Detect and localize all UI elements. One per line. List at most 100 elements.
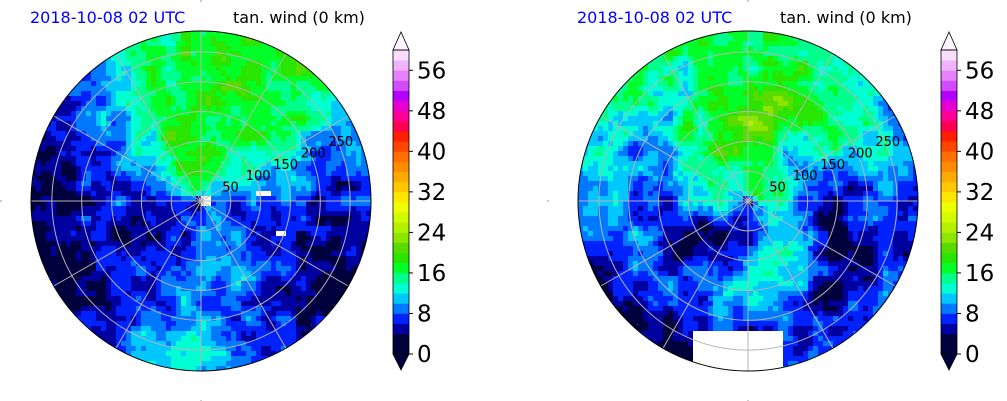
contour-cell bbox=[156, 301, 162, 307]
contour-cell bbox=[321, 246, 327, 252]
contour-cell bbox=[316, 86, 322, 92]
contour-cell bbox=[176, 241, 182, 247]
contour-cell bbox=[648, 136, 654, 142]
contour-cell bbox=[883, 131, 889, 137]
contour-cell bbox=[241, 191, 247, 197]
contour-cell bbox=[251, 51, 257, 57]
contour-cell bbox=[693, 131, 699, 137]
contour-cell bbox=[703, 86, 709, 92]
contour-cell bbox=[156, 221, 162, 227]
contour-cell bbox=[281, 141, 287, 147]
contour-cell bbox=[838, 51, 844, 57]
contour-cell bbox=[161, 131, 167, 137]
contour-cell bbox=[858, 76, 864, 82]
contour-cell bbox=[106, 51, 112, 57]
contour-cell bbox=[61, 246, 67, 252]
contour-cell bbox=[101, 96, 107, 102]
contour-cell bbox=[246, 131, 252, 137]
contour-cell bbox=[81, 211, 87, 217]
contour-cell bbox=[361, 166, 367, 172]
contour-cell bbox=[266, 176, 272, 182]
contour-cell bbox=[778, 86, 784, 92]
contour-cell bbox=[276, 76, 282, 82]
contour-cell bbox=[256, 101, 262, 107]
contour-cell bbox=[603, 121, 609, 127]
contour-cell bbox=[316, 256, 322, 262]
contour-cell bbox=[311, 111, 317, 117]
contour-cell bbox=[356, 236, 362, 242]
contour-cell bbox=[191, 126, 197, 132]
contour-cell bbox=[653, 61, 659, 67]
contour-cell bbox=[688, 126, 694, 132]
contour-cell bbox=[301, 166, 307, 172]
contour-cell bbox=[241, 246, 247, 252]
contour-cell bbox=[768, 66, 774, 72]
contour-cell bbox=[246, 81, 252, 87]
contour-cell bbox=[216, 196, 222, 202]
contour-cell bbox=[226, 241, 232, 247]
contour-cell bbox=[206, 141, 212, 147]
contour-cell bbox=[56, 281, 62, 287]
contour-cell bbox=[256, 356, 262, 362]
contour-cell bbox=[131, 296, 137, 302]
contour-cell bbox=[211, 366, 217, 371]
contour-cell bbox=[733, 91, 739, 97]
contour-cell bbox=[311, 271, 317, 277]
contour-cell bbox=[316, 221, 322, 227]
contour-cell bbox=[221, 336, 227, 342]
contour-cell bbox=[146, 41, 152, 47]
colorbar-tick-label: 8 bbox=[417, 301, 432, 327]
contour-cell bbox=[331, 296, 337, 302]
contour-cell bbox=[46, 176, 52, 182]
contour-cell bbox=[66, 186, 72, 192]
contour-cell bbox=[101, 101, 107, 107]
contour-cell bbox=[366, 211, 371, 217]
contour-cell bbox=[136, 336, 142, 342]
contour-cell bbox=[838, 106, 844, 112]
contour-cell bbox=[853, 111, 859, 117]
contour-cell bbox=[126, 326, 132, 332]
contour-cell bbox=[236, 156, 242, 162]
contour-cell bbox=[306, 196, 312, 202]
contour-cell bbox=[818, 126, 824, 132]
contour-cell bbox=[758, 116, 764, 122]
contour-cell bbox=[266, 246, 272, 252]
contour-cell bbox=[36, 171, 42, 177]
contour-cell bbox=[126, 356, 132, 362]
contour-cell bbox=[346, 146, 352, 152]
contour-cell bbox=[201, 216, 207, 222]
contour-cell bbox=[261, 121, 267, 127]
contour-cell bbox=[236, 281, 242, 287]
contour-cell bbox=[818, 46, 824, 52]
contour-cell bbox=[131, 46, 137, 52]
contour-cell bbox=[201, 76, 207, 82]
contour-cell bbox=[101, 331, 107, 337]
contour-cell bbox=[76, 181, 82, 187]
contour-cell bbox=[808, 81, 814, 87]
contour-cell bbox=[301, 241, 307, 247]
contour-cell bbox=[66, 221, 72, 227]
contour-cell bbox=[151, 46, 157, 52]
contour-cell bbox=[306, 76, 312, 82]
contour-cell bbox=[216, 226, 222, 232]
contour-cell bbox=[663, 51, 669, 57]
contour-cell bbox=[708, 136, 714, 142]
contour-cell bbox=[266, 221, 272, 227]
contour-cell bbox=[81, 216, 87, 222]
contour-cell bbox=[708, 56, 714, 62]
contour-cell bbox=[888, 121, 894, 127]
contour-cell bbox=[738, 51, 744, 57]
contour-cell bbox=[823, 86, 829, 92]
contour-cell bbox=[216, 76, 222, 82]
contour-cell bbox=[51, 266, 57, 272]
contour-cell bbox=[868, 131, 874, 137]
contour-cell bbox=[853, 86, 859, 92]
contour-cell bbox=[201, 46, 207, 52]
contour-cell bbox=[226, 331, 232, 337]
contour-cell bbox=[226, 216, 232, 222]
contour-cell bbox=[813, 126, 819, 132]
contour-cell bbox=[111, 301, 117, 307]
contour-cell bbox=[81, 261, 87, 267]
contour-cell bbox=[186, 91, 192, 97]
